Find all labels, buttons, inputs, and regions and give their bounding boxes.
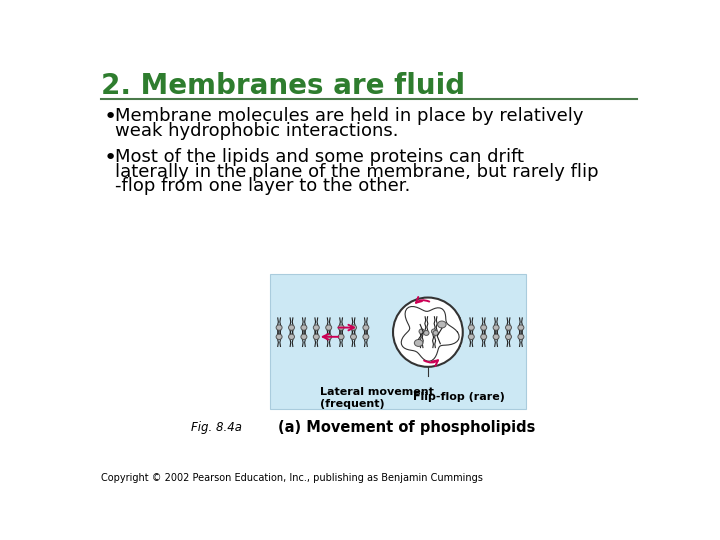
Text: weak hydrophobic interactions.: weak hydrophobic interactions. (114, 122, 398, 140)
Circle shape (393, 298, 463, 367)
Ellipse shape (481, 334, 487, 340)
Ellipse shape (431, 329, 437, 334)
Ellipse shape (325, 334, 332, 340)
Ellipse shape (301, 334, 307, 340)
Text: Membrane molecules are held in place by relatively: Membrane molecules are held in place by … (114, 107, 583, 125)
Ellipse shape (363, 325, 369, 330)
Ellipse shape (493, 325, 499, 330)
Ellipse shape (481, 325, 487, 330)
Ellipse shape (419, 329, 424, 334)
Text: 2. Membranes are fluid: 2. Membranes are fluid (101, 72, 465, 100)
Ellipse shape (456, 325, 462, 330)
Ellipse shape (325, 325, 332, 330)
Ellipse shape (444, 334, 449, 340)
Text: •: • (104, 107, 117, 127)
Text: Lateral movement
(frequent): Lateral movement (frequent) (320, 387, 434, 409)
Ellipse shape (289, 325, 294, 330)
Ellipse shape (444, 325, 449, 330)
Ellipse shape (493, 334, 499, 340)
Text: Flip-flop (rare): Flip-flop (rare) (413, 392, 505, 402)
Text: laterally in the plane of the membrane, but rarely flip: laterally in the plane of the membrane, … (114, 163, 598, 180)
Text: Most of the lipids and some proteins can drift: Most of the lipids and some proteins can… (114, 148, 523, 166)
Ellipse shape (505, 334, 511, 340)
Ellipse shape (338, 334, 344, 340)
Ellipse shape (276, 325, 282, 330)
Ellipse shape (433, 330, 438, 335)
Text: (a) Movement of phospholipids: (a) Movement of phospholipids (277, 420, 535, 435)
Text: •: • (104, 148, 117, 168)
Ellipse shape (289, 334, 294, 340)
Ellipse shape (468, 325, 474, 330)
Ellipse shape (505, 325, 511, 330)
Ellipse shape (301, 325, 307, 330)
Ellipse shape (276, 334, 282, 340)
Ellipse shape (518, 334, 524, 340)
Ellipse shape (438, 321, 446, 328)
Ellipse shape (518, 325, 524, 330)
Text: Fig. 8.4a: Fig. 8.4a (191, 421, 242, 434)
Ellipse shape (468, 334, 474, 340)
Text: -flop from one layer to the other.: -flop from one layer to the other. (114, 177, 410, 195)
FancyBboxPatch shape (270, 274, 526, 409)
Ellipse shape (313, 325, 319, 330)
Ellipse shape (423, 330, 429, 335)
Ellipse shape (351, 334, 356, 340)
Text: Copyright © 2002 Pearson Education, Inc., publishing as Benjamin Cummings: Copyright © 2002 Pearson Education, Inc.… (101, 473, 482, 483)
Polygon shape (401, 307, 459, 361)
Ellipse shape (414, 340, 423, 347)
Ellipse shape (363, 334, 369, 340)
Ellipse shape (338, 325, 344, 330)
Ellipse shape (456, 334, 462, 340)
Ellipse shape (351, 325, 356, 330)
Ellipse shape (313, 334, 319, 340)
